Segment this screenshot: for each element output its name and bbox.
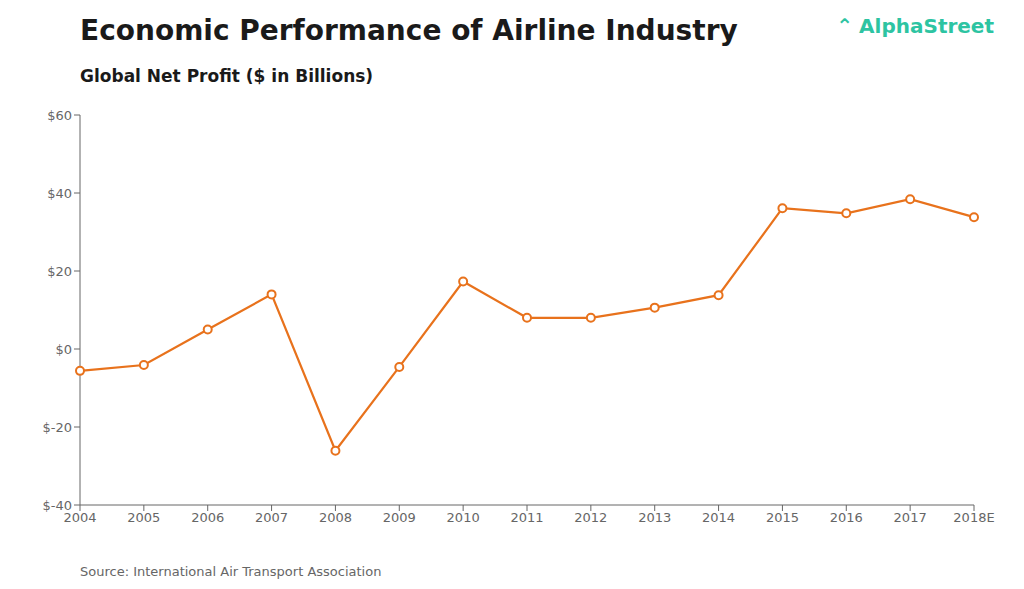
- svg-text:$-20: $-20: [42, 420, 72, 435]
- svg-text:2006: 2006: [191, 510, 224, 525]
- svg-text:2018E: 2018E: [953, 510, 994, 525]
- svg-text:2017: 2017: [894, 510, 927, 525]
- svg-text:2004: 2004: [63, 510, 97, 526]
- svg-text:2015: 2015: [766, 510, 799, 525]
- svg-text:$-40: $-40: [42, 498, 72, 513]
- svg-text:2008: 2008: [319, 510, 352, 525]
- svg-text:2007: 2007: [255, 510, 288, 525]
- svg-text:2011: 2011: [510, 510, 543, 525]
- svg-text:$40: $40: [47, 186, 72, 201]
- html-text:Source: International Air Tran: Source: International Air Transport Asso…: [80, 564, 382, 579]
- html-text:Global Net Profit ($ in Billio: Global Net Profit ($ in Billions): [80, 66, 374, 86]
- svg-text:2016: 2016: [830, 510, 863, 525]
- svg-text:2013: 2013: [638, 510, 671, 525]
- svg-text:2005: 2005: [127, 510, 160, 525]
- svg-text:$60: $60: [47, 108, 72, 123]
- svg-text:2009: 2009: [383, 510, 416, 525]
- html-text:⌃ AlphaStreet: ⌃ AlphaStreet: [836, 14, 994, 38]
- html-text:Economic Performance of Airlin: Economic Performance of Airline Industry: [80, 14, 738, 47]
- svg-text:$20: $20: [47, 264, 72, 279]
- svg-text:2010: 2010: [447, 510, 480, 525]
- svg-text:2014: 2014: [702, 510, 735, 525]
- svg-text:2012: 2012: [574, 510, 607, 525]
- svg-text:$0: $0: [55, 342, 72, 357]
